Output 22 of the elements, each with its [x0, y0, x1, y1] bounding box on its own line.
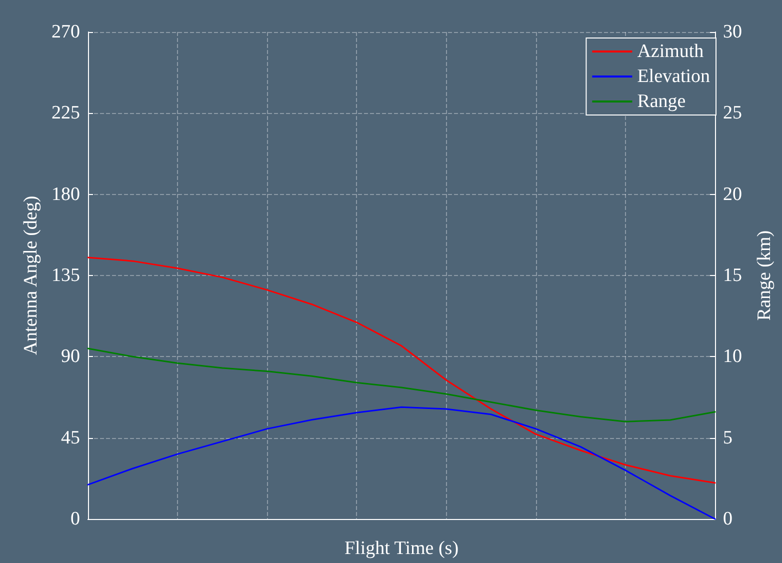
legend-label: Elevation	[637, 66, 710, 87]
y2-axis-title: Range (km)	[754, 230, 775, 321]
legend-label: Azimuth	[637, 41, 704, 62]
y-tick-label: 225	[52, 102, 80, 124]
line-series	[87, 348, 716, 422]
y2-tick-label: 10	[723, 346, 742, 368]
line-series	[87, 256, 716, 484]
y-tick-label: 45	[61, 427, 80, 448]
y-tick-label: 135	[52, 265, 80, 286]
y-axis-title: Antenna Angle (deg)	[20, 196, 42, 356]
legend-label: Range	[637, 91, 686, 112]
y-tick-label: 270	[52, 22, 80, 42]
y-tick-label: 0	[70, 508, 80, 530]
y2-tick-label: 20	[723, 184, 742, 205]
y2-tick-label: 25	[723, 102, 742, 124]
y-tick-label: 180	[52, 184, 80, 205]
y2-tick-label: 5	[723, 427, 732, 448]
y2-tick-label: 30	[723, 22, 742, 42]
y2-tick-label: 0	[723, 508, 732, 530]
y-tick-label: 90	[61, 346, 80, 368]
y2-tick-label: 15	[723, 265, 742, 286]
x-axis-title: Flight Time (s)	[344, 538, 459, 559]
